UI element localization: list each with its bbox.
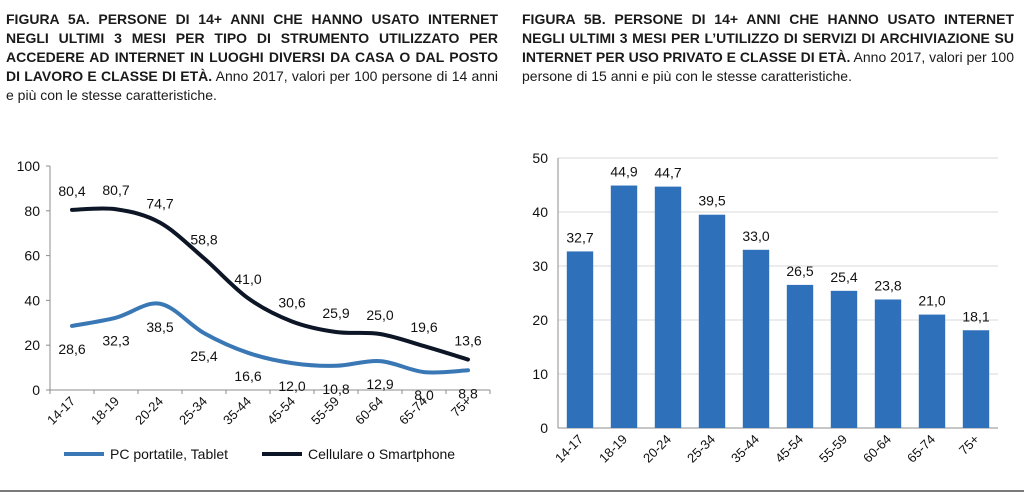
smartphone-data-label: 74,7 xyxy=(146,196,173,212)
smartphone-data-label: 30,6 xyxy=(278,294,305,310)
bar xyxy=(918,314,946,428)
y-tick-label: 0 xyxy=(540,420,548,436)
smartphone-data-label: 80,4 xyxy=(58,183,85,199)
bar-data-label: 44,7 xyxy=(654,165,681,181)
legend-label: PC portatile, Tablet xyxy=(110,446,228,462)
figure-5a-title: FIGURA 5A. PERSONE DI 14+ ANNI CHE HANNO… xyxy=(6,11,498,84)
pc-tablet-data-label: 12,0 xyxy=(278,378,305,394)
bottom-divider xyxy=(0,490,1024,492)
smartphone-data-label: 25,0 xyxy=(366,307,393,323)
y-tick-label: 20 xyxy=(532,312,548,328)
legend-label: Cellulare o Smartphone xyxy=(308,446,455,462)
pc-tablet-data-label: 16,6 xyxy=(234,368,261,384)
x-tick-label: 20-24 xyxy=(640,432,674,466)
bar-data-label: 26,5 xyxy=(786,263,813,279)
bar xyxy=(874,299,902,428)
smartphone-data-label: 58,8 xyxy=(190,231,217,247)
smartphone-series-line xyxy=(70,206,470,362)
bar xyxy=(742,249,770,428)
bar xyxy=(610,185,638,428)
pc-tablet-data-label: 10,8 xyxy=(322,381,349,397)
y-tick-label: 0 xyxy=(32,382,40,398)
figure-5a-caption: FIGURA 5A. PERSONE DI 14+ ANNI CHE HANNO… xyxy=(6,10,498,105)
y-tick-label: 40 xyxy=(24,292,40,308)
bar xyxy=(830,290,858,428)
figure-5b-subtitle: Anno 2017, valori per 100 persone di 15 … xyxy=(522,49,1014,84)
pc-tablet-data-label: 32,3 xyxy=(102,333,129,349)
x-tick-label: 35-44 xyxy=(728,432,762,466)
smartphone-data-label: 13,6 xyxy=(454,333,481,349)
x-tick-label: 18-19 xyxy=(596,432,630,466)
bar-data-label: 33,0 xyxy=(742,228,769,244)
x-tick-label: 45-54 xyxy=(772,432,806,466)
x-tick-label: 25-34 xyxy=(684,432,718,466)
bar-data-label: 23,8 xyxy=(874,277,901,293)
bar xyxy=(654,186,682,428)
bar xyxy=(786,284,814,428)
bar-data-label: 32,7 xyxy=(566,229,593,245)
pc-tablet-data-label: 8,8 xyxy=(458,385,478,401)
smartphone-data-label: 25,9 xyxy=(322,305,349,321)
y-tick-label: 20 xyxy=(24,337,40,353)
y-tick-label: 60 xyxy=(24,248,40,264)
smartphone-data-label: 80,7 xyxy=(102,182,129,198)
smartphone-data-label: 41,0 xyxy=(234,271,261,287)
figure-5b-caption: FIGURA 5B. PERSONE DI 14+ ANNI CHE HANNO… xyxy=(522,10,1014,86)
pc-tablet-data-label: 12,9 xyxy=(366,376,393,392)
bar xyxy=(566,251,594,428)
pc-tablet-data-label: 8,0 xyxy=(414,387,434,403)
x-tick-label: 14-17 xyxy=(552,432,586,466)
bar-data-label: 21,0 xyxy=(918,293,945,309)
y-tick-label: 80 xyxy=(24,203,40,219)
y-tick-label: 10 xyxy=(532,366,548,382)
y-tick-label: 50 xyxy=(532,150,548,166)
bar xyxy=(962,330,990,428)
pc-tablet-data-label: 28,6 xyxy=(58,341,85,357)
x-tick-label: 55-59 xyxy=(816,432,850,466)
figure-5b-title: FIGURA 5B. PERSONE DI 14+ ANNI CHE HANNO… xyxy=(522,11,1014,65)
bar-data-label: 25,4 xyxy=(830,269,857,285)
bar xyxy=(698,214,726,428)
pc-tablet-data-label: 25,4 xyxy=(190,348,217,364)
y-tick-label: 100 xyxy=(17,158,41,174)
smartphone-data-label: 19,6 xyxy=(410,319,437,335)
x-tick-label: 65-74 xyxy=(904,432,938,466)
y-tick-label: 40 xyxy=(532,204,548,220)
pc-tablet-series-line xyxy=(70,301,470,375)
bar-data-label: 44,9 xyxy=(610,164,637,180)
bar-data-label: 18,1 xyxy=(962,308,989,324)
bar-data-label: 39,5 xyxy=(698,193,725,209)
pc-tablet-data-label: 38,5 xyxy=(146,319,173,335)
x-tick-label: 75+ xyxy=(956,432,982,458)
figure-5a-subtitle: Anno 2017, valori per 100 persone di 14 … xyxy=(6,68,499,103)
x-tick-label: 60-64 xyxy=(860,432,894,466)
y-tick-label: 30 xyxy=(532,258,548,274)
